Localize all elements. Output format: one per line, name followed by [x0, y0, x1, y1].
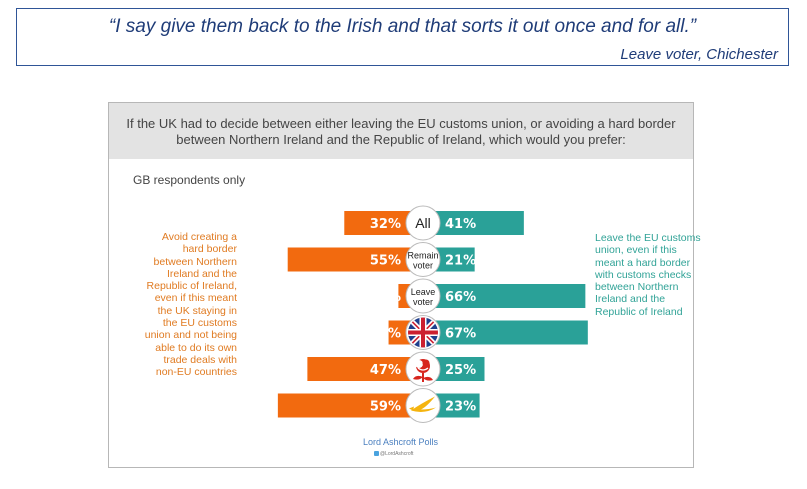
- twitter-icon: [374, 451, 379, 456]
- bar-leave-union: [423, 320, 588, 345]
- value-label-avoid: 47%: [370, 363, 401, 378]
- libdem-bird-icon: [409, 396, 436, 412]
- quote-box: “I say give them back to the Irish and t…: [16, 8, 789, 66]
- value-label-leave: 66%: [445, 290, 476, 305]
- category-label: Leave: [411, 287, 436, 297]
- bar-avoid-border: [277, 393, 423, 418]
- value-label-leave: 25%: [445, 363, 476, 378]
- chart-row: 14% 67%: [370, 315, 588, 350]
- category-label: voter: [413, 297, 433, 307]
- quote-text: “I say give them back to the Irish and t…: [108, 16, 697, 37]
- category-badge: [405, 242, 441, 277]
- value-label-avoid: 10%: [370, 290, 401, 305]
- legend-avoid-border: Avoid creating a hard border between Nor…: [144, 231, 237, 379]
- category-badge: [405, 205, 441, 241]
- bar-avoid-border: [287, 247, 423, 272]
- chart-panel: If the UK had to decide between either l…: [108, 102, 694, 468]
- chart-subtitle: GB respondents only: [133, 173, 246, 187]
- value-label-leave: 67%: [445, 327, 476, 342]
- value-label-leave: 41%: [445, 217, 476, 232]
- category-label: Remain: [407, 251, 438, 261]
- bar-leave-union: [423, 284, 586, 308]
- value-label-avoid: 14%: [370, 327, 401, 342]
- chart-row: 47% 25%: [307, 351, 485, 387]
- quote-attribution: Leave voter, Chichester: [620, 46, 778, 63]
- chart-row: 59% 23%: [277, 388, 480, 423]
- red-rose-icon: [413, 359, 433, 382]
- chart-row: 32% 41% All: [344, 205, 524, 241]
- twitter-handle: @LordAshcroft: [380, 451, 414, 457]
- value-label-avoid: 32%: [370, 217, 401, 232]
- bar-avoid-border: [307, 357, 423, 381]
- question-header: If the UK had to decide between either l…: [109, 103, 693, 159]
- source-label: Lord Ashcroft Polls: [363, 437, 439, 447]
- legend-leave-union: Leave the EU customs union, even if this…: [595, 232, 701, 318]
- value-label-leave: 23%: [445, 400, 476, 415]
- category-label: All: [415, 215, 431, 231]
- value-label-leave: 21%: [445, 254, 476, 269]
- category-label: voter: [413, 261, 433, 271]
- value-label-avoid: 59%: [370, 400, 401, 415]
- category-badge: [405, 278, 441, 314]
- value-label-avoid: 55%: [370, 254, 401, 269]
- question-text: If the UK had to decide between either l…: [126, 116, 676, 147]
